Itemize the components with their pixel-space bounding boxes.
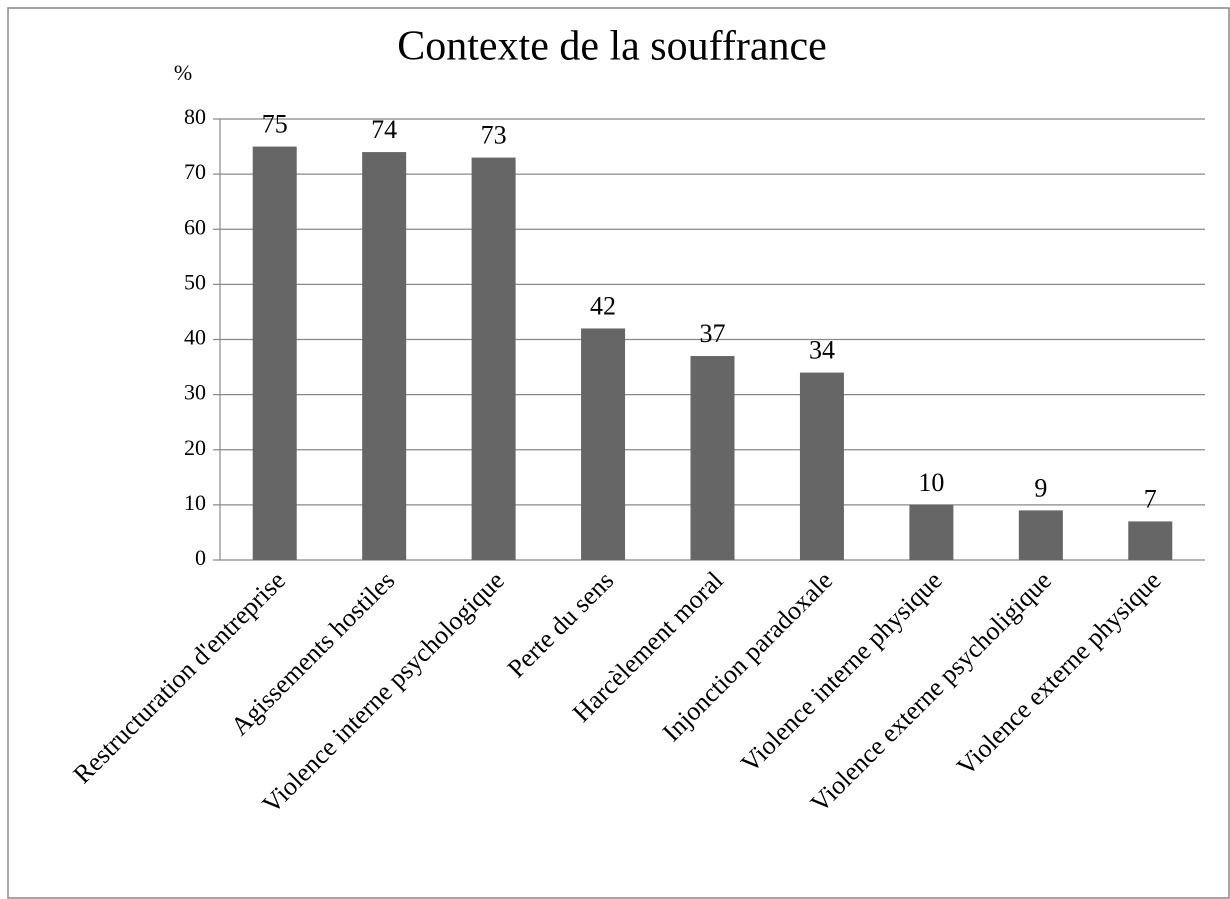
y-tick-label: 50 — [184, 269, 206, 294]
y-tick-label: 0 — [195, 545, 206, 570]
y-tick-label: 20 — [184, 435, 206, 460]
bar — [252, 146, 297, 560]
bar — [1018, 510, 1063, 560]
data-label: 9 — [1034, 473, 1047, 502]
y-tick-label: 60 — [184, 214, 206, 239]
data-label: 75 — [262, 110, 288, 139]
y-tick-label: 80 — [184, 104, 206, 129]
y-tick-label: 30 — [184, 380, 206, 405]
bar — [909, 504, 954, 560]
bar — [1128, 521, 1173, 560]
y-tick-label: 40 — [184, 325, 206, 350]
y-axis-label: % — [174, 60, 192, 85]
data-label: 10 — [918, 468, 944, 497]
data-label: 42 — [590, 291, 616, 320]
data-label: 37 — [700, 319, 726, 348]
chart-title: Contexte de la souffrance — [397, 24, 827, 70]
bar — [362, 152, 407, 560]
bar — [581, 328, 626, 560]
bar — [471, 157, 516, 560]
bar — [690, 356, 735, 560]
data-label: 7 — [1144, 484, 1157, 513]
y-tick-label: 10 — [184, 490, 206, 515]
y-tick-label: 70 — [184, 159, 206, 184]
data-label: 34 — [809, 336, 835, 365]
bar — [799, 372, 844, 560]
data-label: 73 — [481, 121, 507, 150]
data-label: 74 — [371, 115, 397, 144]
